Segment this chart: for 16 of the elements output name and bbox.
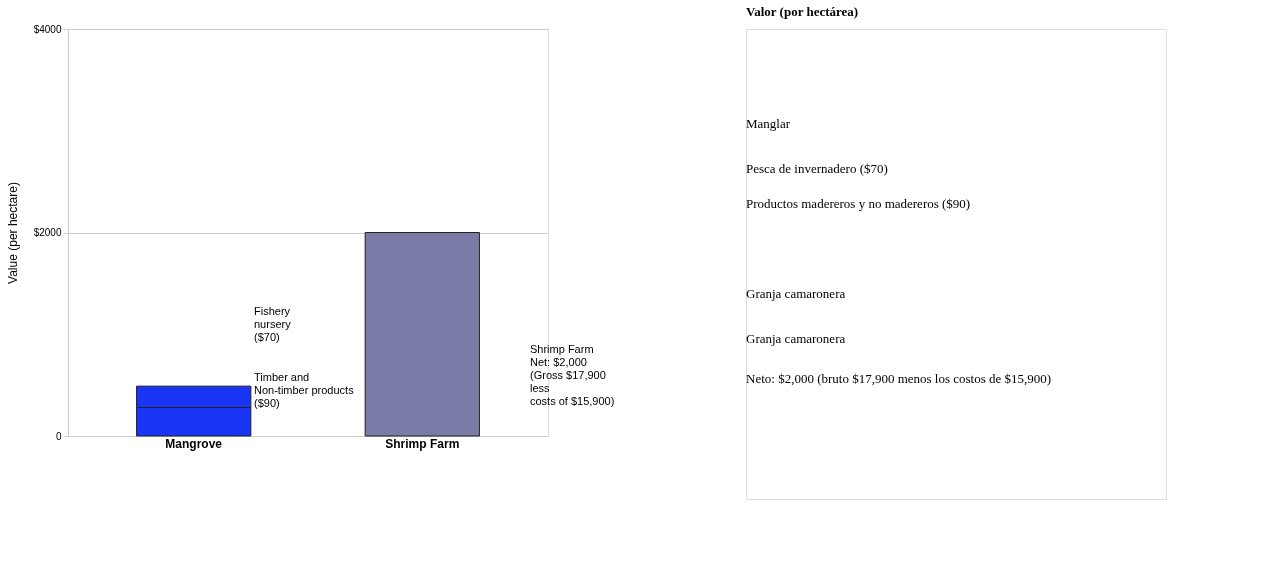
y-tick-label: 0 xyxy=(55,430,62,442)
text: Granja camaronera xyxy=(746,331,846,346)
y-tick-label: $4000 xyxy=(33,23,62,35)
y-tick-label: $2000 xyxy=(33,227,62,238)
text: Granja camaronera xyxy=(746,286,846,301)
annotation: Fishery nursery ($70) xyxy=(254,305,292,343)
annotation: Shrimp Farm Net: $2,000 (Gross $17,900 less costs of $15,900) xyxy=(530,343,615,407)
x-tick-label: Mangrove xyxy=(165,436,223,451)
x-tick-label: Shrimp Farm xyxy=(385,436,460,451)
text: Manglar xyxy=(746,116,791,131)
text: Neto: $2,000 (bruto $17,900 menos los costos de $15,900) xyxy=(746,371,1052,386)
y-axis-title: Value (per hectare) xyxy=(5,182,20,284)
text: Pesca de invernadero ($70) xyxy=(746,161,888,176)
annotation: Timber and Non-timber products ($90) xyxy=(254,371,355,409)
text: Productos madereros y no madereros ($90) xyxy=(746,196,971,211)
text: Valor (por hectárea) xyxy=(746,4,859,19)
